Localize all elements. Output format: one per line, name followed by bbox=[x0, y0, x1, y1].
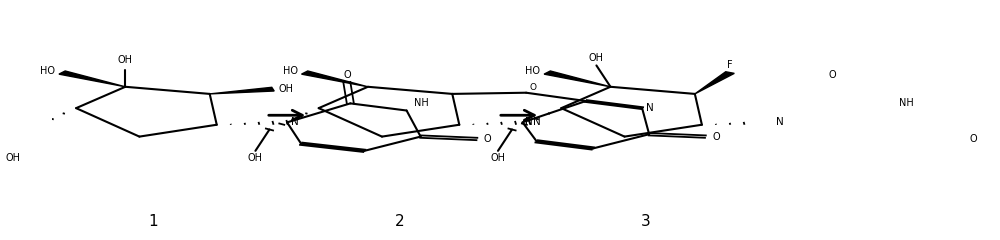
Polygon shape bbox=[210, 87, 274, 94]
Text: O: O bbox=[969, 134, 977, 144]
Text: OH: OH bbox=[118, 55, 133, 66]
Text: 3: 3 bbox=[641, 214, 651, 229]
Text: 1: 1 bbox=[149, 214, 158, 229]
Text: OH: OH bbox=[490, 153, 505, 163]
Polygon shape bbox=[302, 71, 368, 87]
Text: NH: NH bbox=[899, 98, 913, 108]
Text: OH: OH bbox=[5, 153, 20, 163]
Text: N: N bbox=[533, 117, 541, 127]
Text: N: N bbox=[525, 117, 533, 127]
Text: N: N bbox=[646, 103, 653, 113]
Text: HO: HO bbox=[525, 66, 540, 76]
Text: HO: HO bbox=[40, 66, 55, 76]
Text: OH: OH bbox=[589, 53, 604, 63]
Text: O: O bbox=[343, 70, 351, 80]
Text: HO: HO bbox=[283, 66, 298, 76]
Text: O: O bbox=[712, 132, 720, 142]
Polygon shape bbox=[544, 71, 610, 87]
Text: F: F bbox=[727, 60, 733, 70]
Text: OH: OH bbox=[279, 84, 294, 94]
Text: O: O bbox=[828, 70, 836, 80]
Text: O: O bbox=[484, 134, 492, 144]
Text: NH: NH bbox=[414, 98, 428, 108]
Text: OH: OH bbox=[248, 153, 263, 163]
Text: N: N bbox=[291, 117, 298, 127]
Text: 2: 2 bbox=[395, 214, 404, 229]
Text: N: N bbox=[776, 117, 783, 127]
Polygon shape bbox=[695, 72, 734, 94]
Text: O: O bbox=[530, 83, 537, 91]
Polygon shape bbox=[59, 71, 125, 87]
